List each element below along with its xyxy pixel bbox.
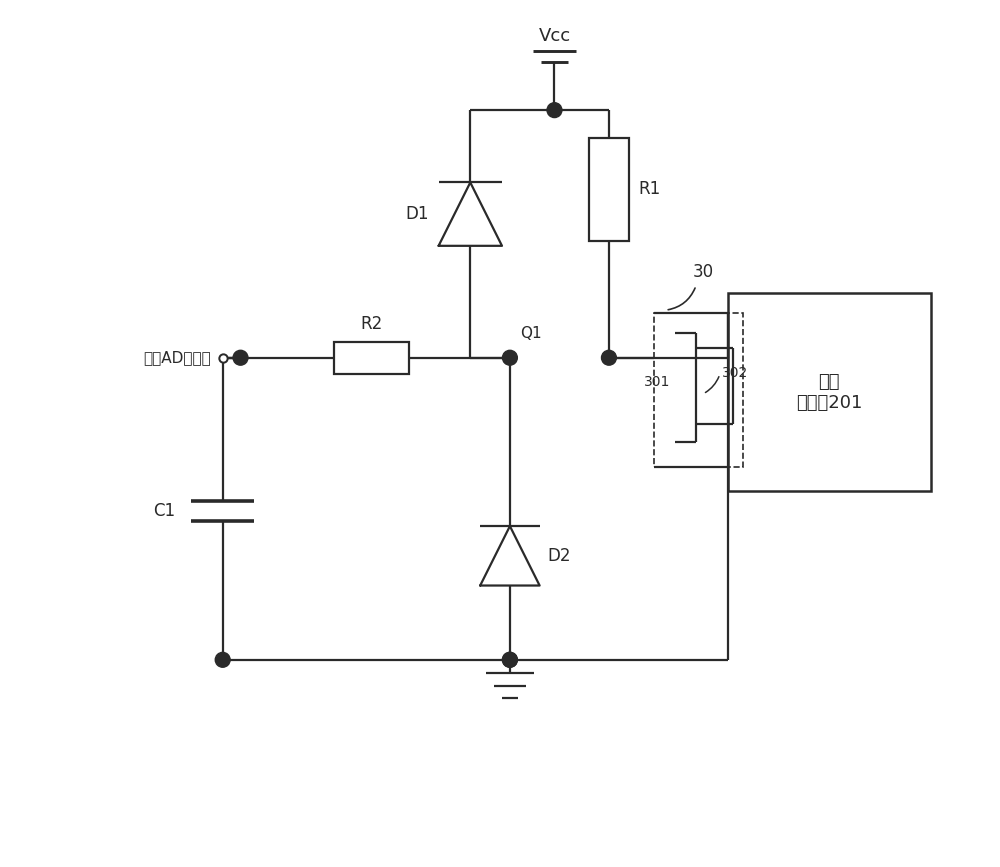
- Text: R2: R2: [360, 315, 382, 333]
- Circle shape: [233, 350, 248, 365]
- Bar: [728, 293, 931, 492]
- Bar: [654, 313, 743, 466]
- Circle shape: [502, 652, 517, 668]
- Circle shape: [547, 102, 562, 118]
- Text: 温度
传感器201: 温度 传感器201: [796, 373, 862, 412]
- Text: R1: R1: [639, 180, 661, 199]
- Text: 301: 301: [644, 375, 670, 389]
- Circle shape: [215, 652, 230, 668]
- Bar: [334, 342, 409, 374]
- Text: D1: D1: [405, 205, 429, 223]
- Text: Vcc: Vcc: [538, 27, 571, 45]
- Text: Q1: Q1: [520, 326, 541, 341]
- Text: D2: D2: [548, 547, 571, 564]
- Text: 302: 302: [722, 366, 748, 380]
- Text: 第二AD采样端: 第二AD采样端: [143, 350, 211, 365]
- Bar: [589, 138, 629, 241]
- Text: C1: C1: [153, 502, 175, 520]
- Circle shape: [502, 350, 517, 365]
- Circle shape: [502, 652, 517, 668]
- Circle shape: [602, 350, 616, 365]
- Text: 30: 30: [692, 264, 714, 282]
